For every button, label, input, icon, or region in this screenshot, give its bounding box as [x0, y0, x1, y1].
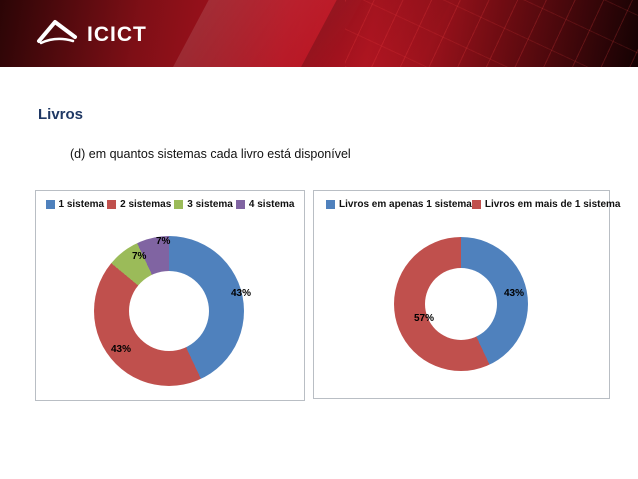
chart-panel-systems-per-book: 1 sistema 2 sistemas 3 sistema 4 sistema…: [35, 190, 305, 401]
donut-chart-systems: [94, 236, 244, 386]
donut-chart-one-vs-many: [394, 237, 528, 371]
legend-label: 3 sistema: [187, 199, 233, 210]
legend-swatch-red: [107, 200, 117, 209]
legend-swatch-blue: [326, 200, 335, 209]
data-label: 43%: [504, 288, 525, 299]
legend-swatch-purple: [235, 200, 245, 209]
chart-legend: Livros em apenas 1 sistema Livros em mai…: [314, 191, 620, 210]
page-title: Livros: [38, 106, 84, 123]
legend-label: 4 sistema: [248, 199, 295, 210]
legend-label: 1 sistema: [58, 199, 105, 210]
legend-item: Livros em mais de 1 sistema: [471, 199, 621, 210]
legend-label: Livros em mais de 1 sistema: [484, 199, 621, 210]
legend-swatch-green: [174, 200, 184, 209]
data-label: 43%: [111, 344, 132, 355]
legend-label: Livros em apenas 1 sistema: [339, 199, 472, 210]
slide-subtitle: (d) em quantos sistemas cada livro está …: [70, 147, 351, 161]
data-label: 7%: [132, 251, 147, 262]
icict-logo: ICICT: [34, 16, 147, 53]
legend-label: 2 sistemas: [120, 199, 172, 210]
legend-item: Livros em apenas 1 sistema: [326, 199, 472, 210]
banner-grid-pattern: [344, 0, 638, 67]
chart-panel-one-vs-many-systems: Livros em apenas 1 sistema Livros em mai…: [313, 190, 620, 399]
data-label: 7%: [156, 236, 171, 247]
chart-legend: 1 sistema 2 sistemas 3 sistema 4 sistema: [36, 191, 304, 210]
icict-logo-icon: [34, 16, 80, 53]
legend-item: 1 sistema: [45, 199, 105, 210]
data-label: 43%: [231, 288, 252, 299]
legend-item: 4 sistema: [235, 199, 295, 210]
legend-swatch-blue: [45, 200, 55, 209]
header-banner: ICICT: [0, 0, 638, 67]
donut-hole: [129, 271, 209, 351]
legend-item: 2 sistemas: [107, 199, 171, 210]
data-label: 57%: [414, 313, 435, 324]
legend-swatch-red: [471, 200, 481, 209]
logo-text: ICICT: [87, 22, 147, 46]
donut-hole: [425, 268, 497, 340]
legend-item: 3 sistema: [174, 199, 233, 210]
